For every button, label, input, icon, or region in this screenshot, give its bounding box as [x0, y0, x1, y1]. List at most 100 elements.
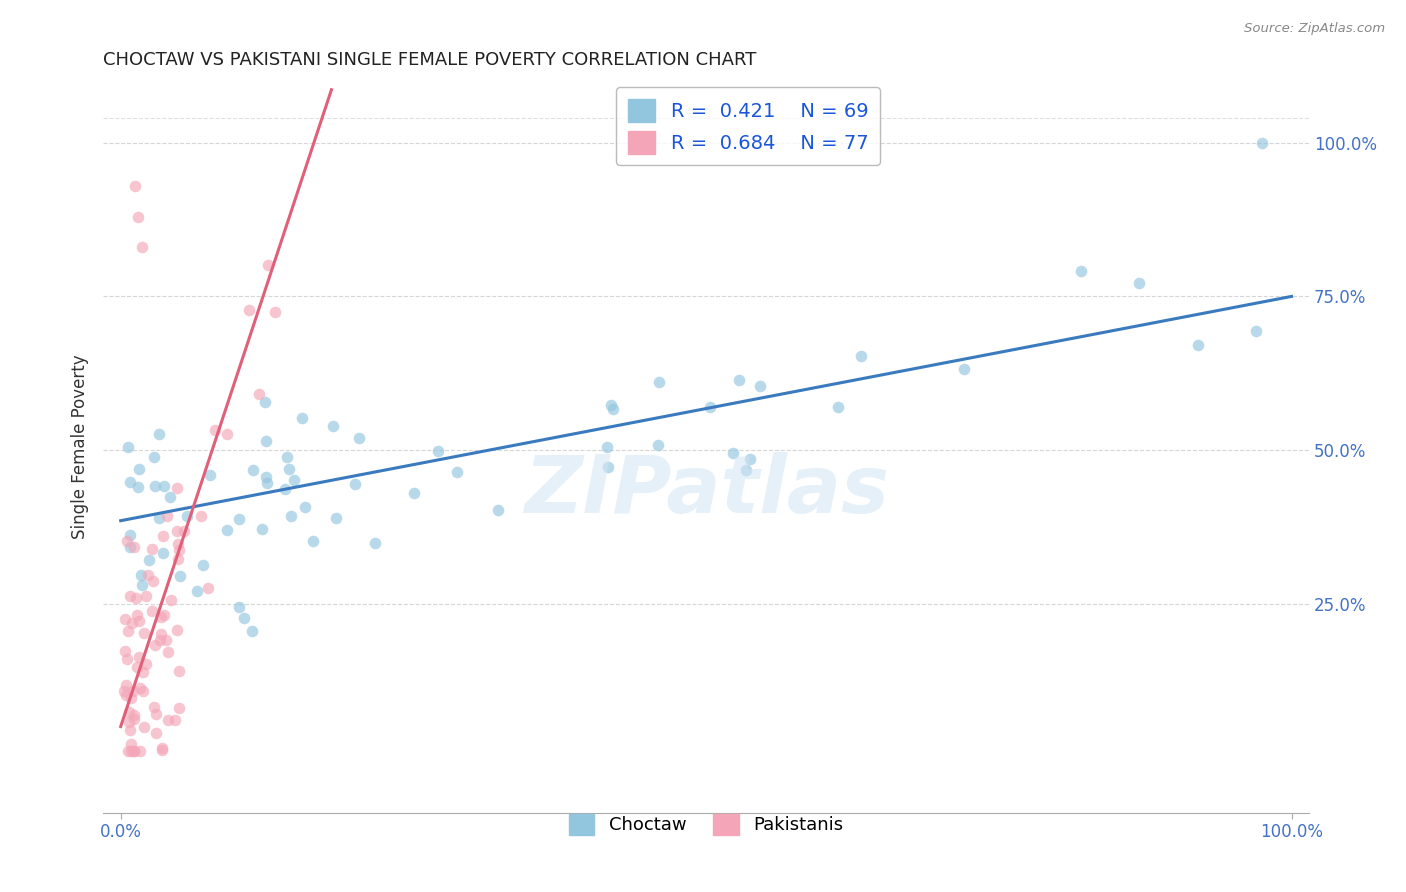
Point [156, 714, 179, 728]
Point [302, 533, 325, 548]
Point [228, 512, 250, 526]
Point [114, 612, 136, 626]
Point [256, 475, 278, 490]
Point [149, 610, 172, 624]
Point [165, 714, 187, 728]
Point [156, 645, 179, 659]
Point [166, 624, 188, 638]
Point [200, 468, 222, 483]
Point [600, 398, 623, 412]
Point [118, 589, 141, 603]
Point [254, 434, 277, 448]
Point [827, 401, 849, 415]
Point [364, 535, 387, 549]
Text: ZIPatlas: ZIPatlas [523, 452, 889, 530]
Point [242, 463, 264, 477]
Point [143, 479, 166, 493]
Point [122, 712, 145, 726]
Point [186, 583, 208, 598]
Point [155, 508, 177, 523]
Point [142, 574, 165, 589]
Point [167, 543, 190, 558]
Point [240, 624, 263, 638]
Point [135, 589, 157, 603]
Point [1070, 263, 1092, 277]
Point [122, 744, 145, 758]
Point [294, 500, 316, 515]
Point [402, 486, 425, 500]
Point [152, 546, 174, 560]
Point [232, 610, 254, 624]
Point [253, 394, 276, 409]
Point [291, 411, 314, 425]
Point [118, 723, 141, 738]
Point [118, 540, 141, 554]
Point [122, 707, 145, 722]
Point [446, 465, 468, 479]
Point [596, 460, 619, 475]
Point [131, 577, 153, 591]
Point [141, 604, 163, 618]
Point [169, 569, 191, 583]
Point [264, 304, 287, 318]
Point [145, 725, 167, 739]
Point [117, 744, 139, 758]
Point [152, 478, 174, 492]
Point [148, 427, 170, 442]
Point [197, 581, 219, 595]
Point [115, 534, 138, 549]
Point [120, 691, 142, 706]
Text: Source: ZipAtlas.com: Source: ZipAtlas.com [1244, 22, 1385, 36]
Point [427, 444, 450, 458]
Point [155, 632, 177, 647]
Point [129, 568, 152, 582]
Point [132, 665, 155, 679]
Point [128, 744, 150, 758]
Point [167, 536, 190, 550]
Point [114, 678, 136, 692]
Text: CHOCTAW VS PAKISTANI SINGLE FEMALE POVERTY CORRELATION CHART: CHOCTAW VS PAKISTANI SINGLE FEMALE POVER… [103, 51, 756, 69]
Point [1246, 324, 1268, 338]
Point [647, 438, 669, 452]
Point [131, 240, 153, 254]
Point [602, 402, 624, 417]
Point [114, 644, 136, 658]
Point [274, 482, 297, 496]
Point [127, 480, 149, 494]
Point [173, 524, 195, 538]
Point [129, 681, 152, 696]
Point [150, 741, 173, 756]
Point [1251, 136, 1274, 150]
Point [343, 477, 366, 491]
Point [125, 660, 148, 674]
Point [257, 258, 280, 272]
Point [132, 720, 155, 734]
Point [118, 705, 141, 719]
Point [217, 523, 239, 537]
Point [159, 490, 181, 504]
Point [120, 744, 142, 758]
Point [1128, 277, 1150, 291]
Point [115, 652, 138, 666]
Point [721, 446, 744, 460]
Point [347, 431, 370, 445]
Point [112, 683, 135, 698]
Point [167, 701, 190, 715]
Point [118, 714, 141, 729]
Point [132, 683, 155, 698]
Point [136, 568, 159, 582]
Point [217, 426, 239, 441]
Point [128, 650, 150, 665]
Point [166, 524, 188, 538]
Point [150, 627, 173, 641]
Point [153, 608, 176, 623]
Point [127, 210, 149, 224]
Point [138, 553, 160, 567]
Point [254, 470, 277, 484]
Point [176, 508, 198, 523]
Point [118, 527, 141, 541]
Point [167, 552, 190, 566]
Point [150, 743, 173, 757]
Point [117, 624, 139, 639]
Point [148, 511, 170, 525]
